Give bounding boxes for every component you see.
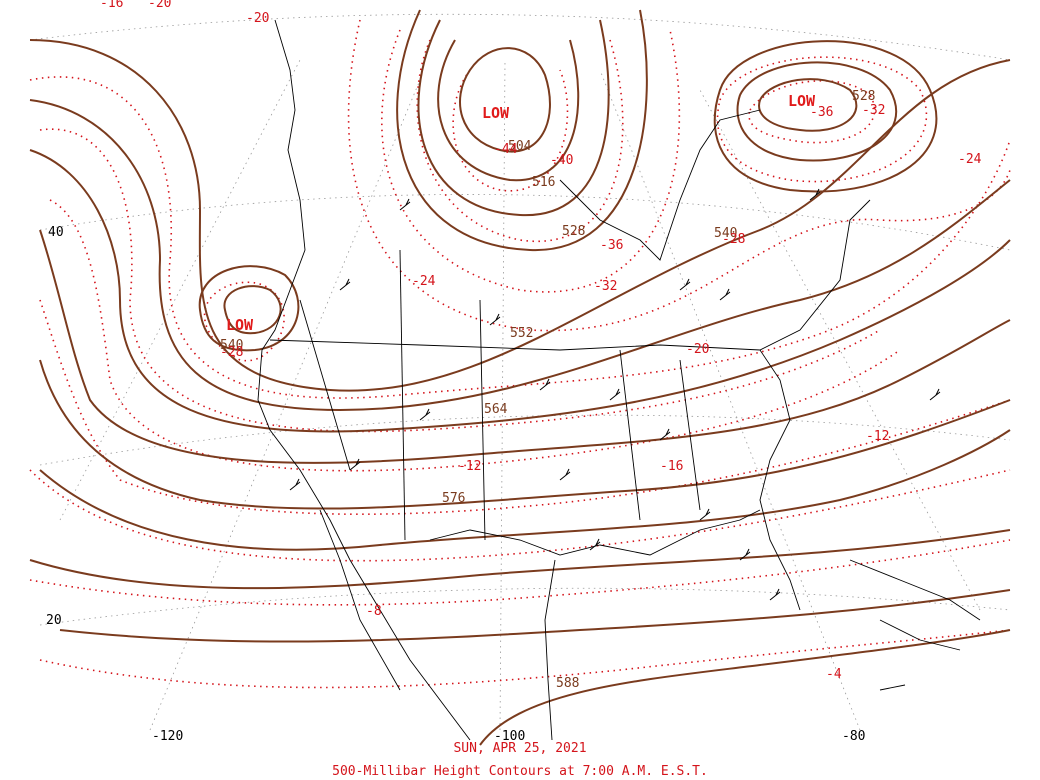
height-label: 552 xyxy=(510,326,533,341)
height-label: 528 xyxy=(852,89,875,104)
wind-barbs xyxy=(289,188,941,601)
temp-label: -4 xyxy=(826,667,842,682)
temp-label: -36 xyxy=(600,238,623,253)
temp-label: -28 xyxy=(220,345,243,360)
map-caption: 500-Millibar Height Contours at 7:00 A.M… xyxy=(332,764,708,779)
latitude-label: 20 xyxy=(46,613,62,628)
height-label: 540 xyxy=(220,338,243,353)
height-label: 564 xyxy=(484,402,508,417)
longitude-label: -100 xyxy=(494,729,525,744)
temp-label: -36 xyxy=(810,105,833,120)
temp-label: -12 xyxy=(458,459,481,474)
temp-label: -28 xyxy=(722,232,745,247)
low-label-labrador: LOW xyxy=(788,92,816,110)
low-label-pacific-northwest: LOW xyxy=(226,316,254,334)
height-label: 540 xyxy=(714,226,737,241)
temp-label: -24 xyxy=(412,274,436,289)
temp-label: -32 xyxy=(862,103,885,118)
low-label-hudson-bay: LOW xyxy=(482,104,510,122)
temp-label: -44 xyxy=(494,142,518,157)
temp-label: -16 xyxy=(100,0,123,11)
temp-label: -20 xyxy=(686,342,709,357)
longitude-label: -80 xyxy=(842,729,865,744)
latitude-label: 40 xyxy=(48,225,64,240)
longitude-label: -120 xyxy=(152,729,183,744)
height-label: 516 xyxy=(532,175,555,190)
height-label: 504 xyxy=(508,139,532,154)
temperature-isotherms xyxy=(29,19,1011,689)
temp-label: -12 xyxy=(866,429,889,444)
height-label: 528 xyxy=(562,224,585,239)
temp-label: -32 xyxy=(594,279,617,294)
date-label: SUN, APR 25, 2021 xyxy=(453,741,587,756)
height-contours xyxy=(29,9,1011,746)
temp-label: -20 xyxy=(246,11,269,26)
height-label: 588 xyxy=(556,676,579,691)
temp-label: -20 xyxy=(148,0,171,11)
temp-label: -8 xyxy=(366,604,382,619)
temp-label: -40 xyxy=(550,153,573,168)
coastlines-and-borders xyxy=(257,19,981,741)
temp-label: -16 xyxy=(660,459,683,474)
height-label: 576 xyxy=(442,491,465,506)
temp-label: -24 xyxy=(958,152,982,167)
graticule xyxy=(29,13,1011,731)
